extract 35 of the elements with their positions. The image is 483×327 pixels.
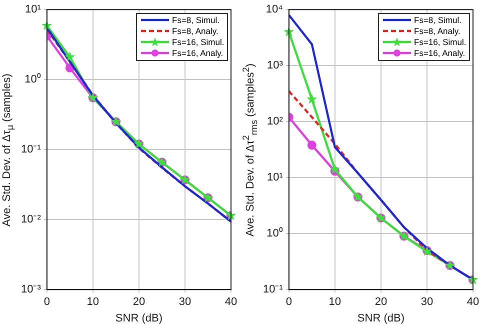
legend-label: Fs=8, Simul. [414, 14, 462, 26]
x-tick-label: 10 [86, 296, 100, 308]
legend-label: Fs=8, Analy. [172, 26, 218, 37]
point [306, 94, 318, 104]
legend-label: Fs=8, Analy. [414, 26, 460, 37]
x-tick-label: 20 [374, 296, 388, 308]
y-tick-label: 10¹ [24, 4, 42, 16]
y-tick-label: 10⁻¹ [262, 284, 284, 296]
x-axis-title: SNR (dB) [115, 312, 162, 324]
legend-label: Fs=16, Analy. [172, 48, 224, 59]
x-tick-label: 10 [328, 296, 342, 308]
y-tick-label: 10⁻² [20, 214, 42, 226]
legend-label: Fs=8, Simul. [172, 14, 220, 26]
point [330, 164, 340, 174]
y-tick-label: 10⁻¹ [20, 144, 42, 156]
y-tick-label: 10⁰ [24, 72, 41, 86]
point [307, 140, 316, 150]
x-axis-title: SNR (dB) [357, 312, 404, 324]
x-tick-label: 40 [224, 296, 238, 308]
y-tick-label: 10⁰ [266, 226, 283, 240]
x-tick-label: 0 [44, 296, 50, 308]
legend-label: Fs=16, Analy. [414, 48, 466, 59]
x-tick-label: 0 [286, 296, 292, 308]
x-tick-label: 20 [132, 296, 146, 308]
legend-label: Fs=16, Simul. [172, 36, 224, 48]
x-tick-label: 40 [466, 296, 480, 308]
legend-label: Fs=16, Simul. [414, 36, 466, 48]
x-tick-label: 30 [420, 296, 434, 308]
point [64, 52, 76, 62]
x-tick-label: 30 [178, 296, 192, 308]
y-tick-label: 10⁻³ [20, 284, 42, 296]
y-tick-label: 10³ [266, 60, 284, 72]
y-tick-label: 10⁴ [266, 4, 284, 16]
y-tick-label: 10¹ [266, 172, 284, 184]
y-tick-label: 10² [266, 116, 284, 128]
